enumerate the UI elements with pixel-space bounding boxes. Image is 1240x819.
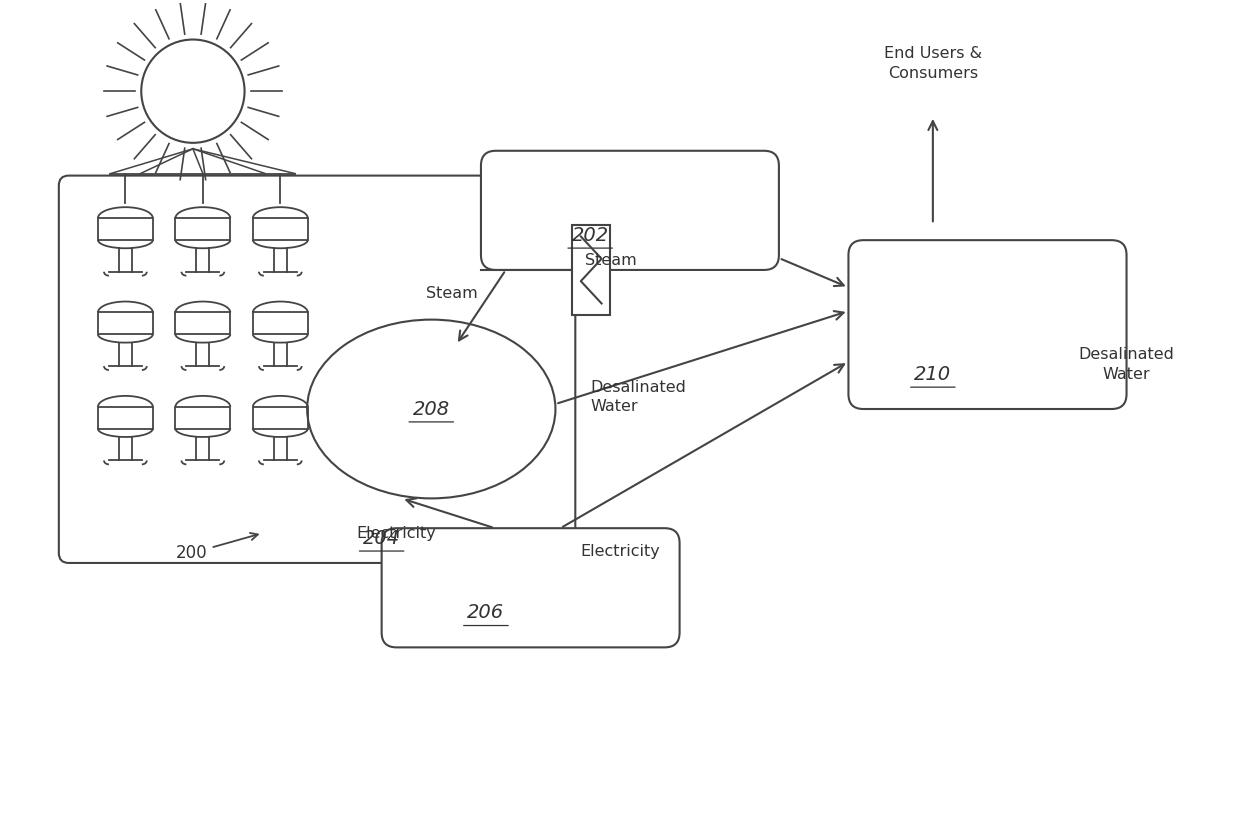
Bar [253, 407, 308, 428]
Bar [175, 313, 231, 334]
Text: End Users &
Consumers: End Users & Consumers [884, 47, 982, 81]
Text: 210: 210 [914, 364, 951, 384]
FancyBboxPatch shape [848, 240, 1127, 409]
Bar [175, 218, 231, 240]
Bar [98, 218, 153, 240]
Text: Electricity: Electricity [357, 526, 436, 541]
Bar [253, 218, 308, 240]
FancyBboxPatch shape [382, 528, 680, 647]
Text: 202: 202 [572, 226, 609, 245]
Text: Steam: Steam [585, 253, 637, 268]
FancyBboxPatch shape [58, 175, 575, 563]
Ellipse shape [308, 319, 556, 499]
FancyBboxPatch shape [481, 151, 779, 270]
Text: Electricity: Electricity [580, 544, 660, 559]
Bar [98, 313, 153, 334]
Circle shape [141, 39, 244, 143]
Text: Desalinated
Water: Desalinated Water [1079, 347, 1174, 382]
Text: 204: 204 [363, 528, 401, 548]
Text: 208: 208 [413, 400, 450, 419]
Text: Desalinated
Water: Desalinated Water [590, 380, 686, 414]
Bar [175, 407, 231, 428]
Bar [573, 225, 610, 314]
Text: 200: 200 [176, 533, 258, 562]
Bar [98, 407, 153, 428]
Bar [253, 313, 308, 334]
Text: Steam: Steam [427, 286, 479, 301]
Text: 206: 206 [467, 603, 505, 622]
